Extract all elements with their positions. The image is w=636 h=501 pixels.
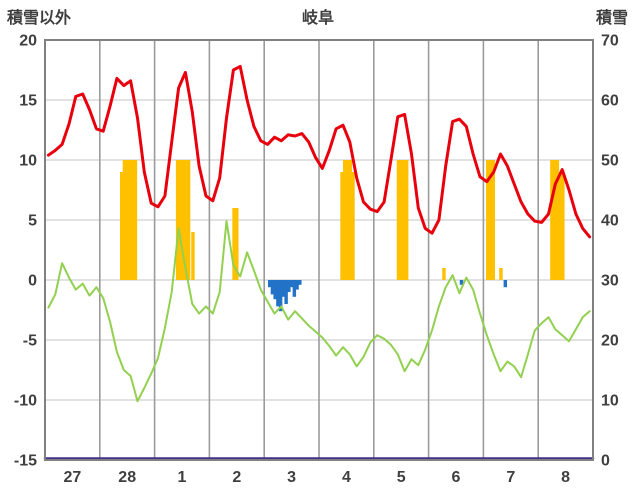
orange-bars-bar	[499, 268, 503, 280]
orange-bars-bar	[488, 160, 493, 280]
orange-bars-bar	[175, 160, 180, 280]
blue-bars-bar	[284, 280, 288, 304]
right-axis-tick-label: 50	[601, 153, 619, 170]
plot-frame	[44, 39, 594, 461]
left-axis-tick-label: -10	[14, 393, 37, 410]
orange-bars-bar	[351, 172, 355, 280]
left-axis-tick-label: -5	[23, 333, 37, 350]
right-axis-tick-label: 10	[601, 393, 619, 410]
orange-bars-bar	[555, 160, 560, 280]
orange-bars-bar	[235, 208, 239, 280]
orange-bars-bar	[120, 172, 124, 280]
left-axis-tick-label: 10	[19, 153, 37, 170]
x-axis-tick-label: 6	[452, 469, 461, 486]
left-axis-tick-label: 15	[19, 93, 37, 110]
blue-bars-bar	[503, 280, 508, 288]
orange-bars-bar	[552, 160, 557, 280]
orange-bars-bar	[486, 160, 490, 280]
x-axis-tick-label: 7	[506, 469, 515, 486]
blue-bars-bar	[298, 280, 302, 285]
orange-bars-bar	[130, 160, 135, 280]
right-axis-tick-label: 40	[601, 213, 619, 230]
right-axis-tick-label: 60	[601, 93, 619, 110]
left-axis-tick-label: 20	[19, 33, 37, 50]
orange-bars-bar	[558, 172, 562, 280]
orange-bars-bar	[128, 160, 132, 280]
x-axis-tick-label: 2	[232, 469, 241, 486]
right-axis-tick-label: 70	[601, 33, 619, 50]
x-axis-tick-label: 8	[561, 469, 570, 486]
red-line	[46, 64, 592, 239]
green-line	[47, 220, 591, 403]
orange-bars-bar	[396, 160, 401, 280]
blue-bars-bar	[267, 280, 272, 288]
orange-bars-bar	[343, 160, 347, 280]
blue-bars-bar	[289, 280, 294, 288]
blue-bars-bar	[459, 280, 464, 285]
orange-bars-bar	[491, 160, 495, 280]
left-axis-tick-label: 0	[28, 273, 37, 290]
right-axis-tick-label: 20	[601, 333, 619, 350]
left-axis-tick-label: -15	[14, 453, 37, 470]
blue-bars-bar	[292, 280, 297, 297]
x-axis-tick-label: 27	[64, 469, 82, 486]
chart-title: 岐阜	[301, 10, 335, 27]
x-axis-tick-label: 28	[118, 469, 136, 486]
orange-bars-bar	[442, 268, 446, 280]
right-axis-title: 積雪	[595, 10, 628, 27]
blue-bars-bar	[287, 280, 291, 292]
orange-bars-bar	[561, 172, 565, 280]
orange-bars-bar	[122, 160, 127, 280]
orange-bars-bar	[184, 160, 188, 280]
x-axis-tick-label: 4	[342, 469, 351, 486]
orange-bars-bar	[404, 160, 409, 280]
blue-bars-bar	[276, 280, 280, 307]
blue-bars-bar	[281, 280, 286, 297]
orange-bars-bar	[340, 172, 344, 280]
orange-bars-bar	[191, 232, 195, 280]
orange-bars-bar	[348, 160, 352, 280]
blue-bars-bar	[278, 280, 283, 312]
orange-bars-bar	[399, 160, 403, 280]
blue-bars-bar	[273, 280, 277, 300]
right-axis-tick-label: 30	[601, 273, 619, 290]
x-axis-tick-label: 1	[178, 469, 187, 486]
left-axis-title: 積雪以外	[7, 10, 72, 27]
orange-bars-bar	[181, 160, 185, 280]
x-axis-tick-label: 5	[397, 469, 406, 486]
orange-bars-bar	[186, 160, 191, 280]
orange-bars-bar	[402, 160, 406, 280]
orange-bars-bar	[550, 160, 554, 280]
blue-bars-bar	[270, 280, 275, 295]
left-axis-tick-label: 5	[28, 213, 37, 230]
orange-bars-bar	[133, 160, 138, 280]
blue-bars-bar	[295, 280, 299, 290]
orange-bars-bar	[125, 160, 129, 280]
x-axis-tick-label: 3	[287, 469, 296, 486]
orange-bars-bar	[232, 208, 236, 280]
orange-bars-bar	[178, 160, 183, 280]
right-axis-tick-label: 0	[601, 453, 610, 470]
orange-bars-bar	[345, 160, 350, 280]
